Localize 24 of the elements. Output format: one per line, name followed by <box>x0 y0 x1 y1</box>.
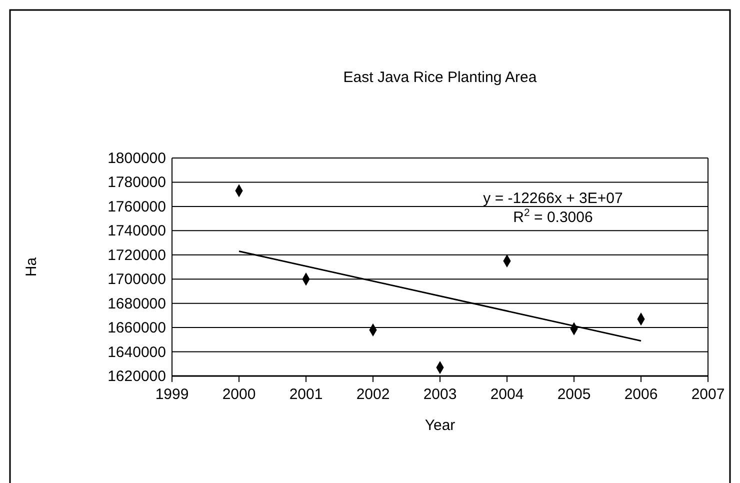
annotation: R$^{2}$ = 0.3006 <box>513 207 593 226</box>
y-tick-label: 1640000 <box>108 344 166 361</box>
x-tick-label: 2004 <box>490 386 524 403</box>
y-tick-label: 1720000 <box>108 246 166 264</box>
x-tick-label: 2007 <box>691 386 725 403</box>
y-tick-label: 1780000 <box>108 174 166 192</box>
y-tick-label: 1620000 <box>108 368 166 385</box>
x-tick-label: 2006 <box>624 386 658 403</box>
annotation: y = -12266x + 3E+07 <box>483 190 623 207</box>
x-tick-label: 2003 <box>423 386 457 403</box>
y-tick-label: 1760000 <box>108 198 166 216</box>
y-axis-title: Ha <box>23 256 40 277</box>
x-tick-label: 1999 <box>155 386 189 403</box>
y-tick-label: 1660000 <box>108 320 166 337</box>
x-tick-label: 2001 <box>289 386 323 403</box>
y-tick-label: 1740000 <box>108 222 166 240</box>
x-tick-label: 2000 <box>222 386 256 403</box>
x-tick-label: 2005 <box>557 386 591 403</box>
y-tick-label: 1680000 <box>108 295 166 312</box>
chart-title: East Java Rice Planting Area <box>343 69 538 86</box>
y-tick-label: 1800000 <box>108 150 166 167</box>
x-axis-title: Year <box>424 417 456 434</box>
y-tick-label: 1700000 <box>108 271 166 288</box>
x-tick-label: 2002 <box>356 386 390 403</box>
